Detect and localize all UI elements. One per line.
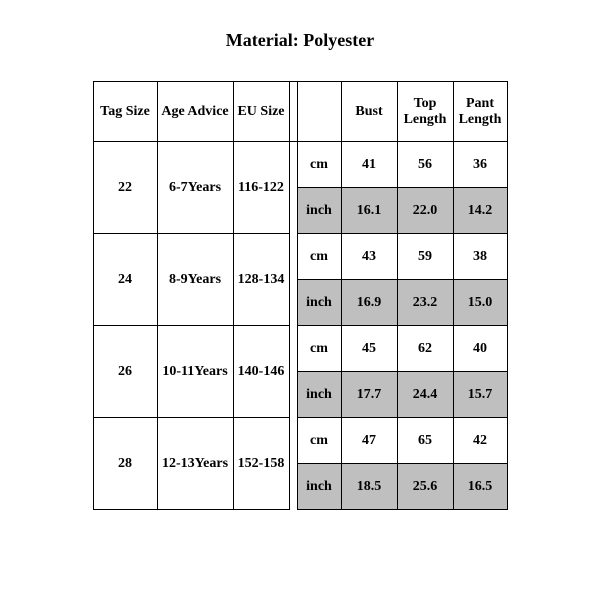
- cell-tag: 24: [93, 234, 157, 326]
- cell-bust: 43: [341, 234, 397, 280]
- cell-age: 12-13Years: [157, 418, 233, 510]
- cell-age: 6-7Years: [157, 142, 233, 234]
- cell-gap: [289, 326, 297, 418]
- cell-top: 62: [397, 326, 453, 372]
- table-row: 24 8-9Years 128-134 cm 43 59 38: [93, 234, 507, 280]
- col-age-advice: Age Advice: [157, 82, 233, 142]
- cell-age: 8-9Years: [157, 234, 233, 326]
- col-unit: [297, 82, 341, 142]
- col-gap: [289, 82, 297, 142]
- page: Material: Polyester Tag Size Age Advice …: [0, 0, 600, 600]
- cell-age: 10-11Years: [157, 326, 233, 418]
- cell-bust: 47: [341, 418, 397, 464]
- cell-bust: 17.7: [341, 372, 397, 418]
- col-eu-size: EU Size: [233, 82, 289, 142]
- cell-unit-inch: inch: [297, 372, 341, 418]
- cell-unit-cm: cm: [297, 326, 341, 372]
- cell-tag: 26: [93, 326, 157, 418]
- cell-gap: [289, 234, 297, 326]
- cell-tag: 22: [93, 142, 157, 234]
- cell-bust: 16.9: [341, 280, 397, 326]
- cell-pant: 15.7: [453, 372, 507, 418]
- cell-eu: 128-134: [233, 234, 289, 326]
- cell-eu: 140-146: [233, 326, 289, 418]
- cell-gap: [289, 142, 297, 234]
- cell-eu: 116-122: [233, 142, 289, 234]
- cell-unit-cm: cm: [297, 142, 341, 188]
- col-bust: Bust: [341, 82, 397, 142]
- cell-tag: 28: [93, 418, 157, 510]
- cell-top: 56: [397, 142, 453, 188]
- page-title: Material: Polyester: [0, 30, 600, 51]
- table-body: 22 6-7Years 116-122 cm 41 56 36 inch 16.…: [93, 142, 507, 510]
- cell-bust: 18.5: [341, 464, 397, 510]
- cell-top: 23.2: [397, 280, 453, 326]
- cell-pant: 38: [453, 234, 507, 280]
- cell-bust: 41: [341, 142, 397, 188]
- cell-pant: 40: [453, 326, 507, 372]
- cell-pant: 36: [453, 142, 507, 188]
- cell-pant: 16.5: [453, 464, 507, 510]
- table-row: 22 6-7Years 116-122 cm 41 56 36: [93, 142, 507, 188]
- cell-top: 65: [397, 418, 453, 464]
- cell-unit-inch: inch: [297, 464, 341, 510]
- cell-pant: 14.2: [453, 188, 507, 234]
- cell-gap: [289, 418, 297, 510]
- cell-unit-cm: cm: [297, 234, 341, 280]
- cell-unit-inch: inch: [297, 188, 341, 234]
- table-row: 28 12-13Years 152-158 cm 47 65 42: [93, 418, 507, 464]
- cell-bust: 16.1: [341, 188, 397, 234]
- cell-top: 24.4: [397, 372, 453, 418]
- table-row: 26 10-11Years 140-146 cm 45 62 40: [93, 326, 507, 372]
- cell-top: 59: [397, 234, 453, 280]
- cell-bust: 45: [341, 326, 397, 372]
- cell-eu: 152-158: [233, 418, 289, 510]
- col-pant-length: Pant Length: [453, 82, 507, 142]
- col-tag-size: Tag Size: [93, 82, 157, 142]
- cell-unit-inch: inch: [297, 280, 341, 326]
- table-header-row: Tag Size Age Advice EU Size Bust Top Len…: [93, 82, 507, 142]
- cell-unit-cm: cm: [297, 418, 341, 464]
- size-table: Tag Size Age Advice EU Size Bust Top Len…: [93, 81, 508, 510]
- cell-top: 25.6: [397, 464, 453, 510]
- cell-pant: 15.0: [453, 280, 507, 326]
- cell-top: 22.0: [397, 188, 453, 234]
- cell-pant: 42: [453, 418, 507, 464]
- col-top-length: Top Length: [397, 82, 453, 142]
